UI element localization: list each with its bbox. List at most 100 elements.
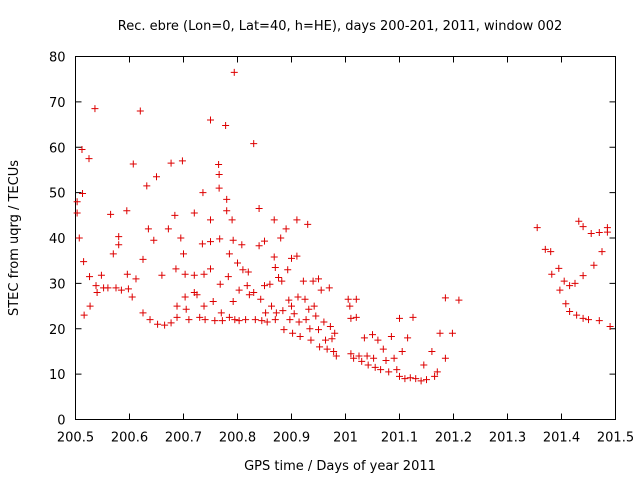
data-point [215, 184, 223, 192]
data-point [251, 316, 259, 324]
data-point [585, 316, 592, 324]
x-tick-label: 201.4 [543, 431, 580, 446]
data-point [331, 329, 339, 337]
data-point [398, 347, 406, 355]
data-point [139, 255, 147, 263]
data-point [167, 159, 175, 167]
data-point [224, 273, 232, 281]
data-point [154, 320, 162, 328]
data-point [406, 374, 414, 382]
data-point [277, 234, 285, 242]
data-point [595, 317, 603, 325]
data-point [290, 310, 298, 318]
data-point [216, 235, 224, 243]
data-point [344, 295, 352, 303]
y-tick-label: 10 [49, 368, 66, 383]
data-point [409, 313, 417, 321]
data-point [417, 377, 425, 385]
data-point [385, 368, 393, 376]
data-point [360, 334, 368, 342]
data-point [441, 354, 449, 362]
data-point [370, 354, 378, 362]
data-point [448, 329, 456, 337]
y-axis: 0 10 20 30 40 50 60 70 80 [49, 51, 616, 429]
data-point [598, 248, 606, 256]
data-point [562, 300, 570, 308]
data-point [109, 250, 117, 258]
data-point [217, 309, 225, 317]
data-point [420, 361, 428, 369]
data-point [146, 316, 154, 324]
data-point [207, 216, 214, 224]
data-point [278, 277, 286, 285]
y-tick-label: 70 [49, 96, 66, 111]
data-point [270, 253, 278, 261]
x-tick-label: 201.3 [489, 431, 526, 446]
data-point [230, 68, 238, 76]
data-point [104, 284, 112, 292]
chart-title: Rec. ebre (Lon=0, Lat=40, h=HE), days 20… [118, 19, 562, 34]
data-point [222, 121, 230, 129]
data-point [369, 331, 376, 339]
data-point [436, 329, 444, 337]
data-point [285, 296, 293, 304]
data-point [293, 252, 301, 260]
y-tick-label: 50 [49, 187, 66, 202]
data-point [286, 316, 294, 324]
x-tick-label: 200.6 [111, 431, 148, 446]
data-point [299, 277, 307, 285]
data-point [225, 313, 233, 321]
data-point [258, 317, 266, 325]
data-point [182, 305, 190, 313]
data-point [371, 363, 379, 371]
data-point [171, 211, 179, 219]
data-point [328, 335, 336, 343]
data-point [272, 309, 280, 317]
data-point [377, 366, 385, 374]
data-point [307, 336, 315, 344]
data-point [346, 302, 354, 310]
x-tick-label: 200.9 [273, 431, 310, 446]
data-point [579, 272, 587, 280]
data-point [294, 293, 302, 301]
data-point [85, 155, 93, 163]
data-point [207, 116, 214, 124]
data-point [279, 307, 287, 315]
y-axis-title: STEC from uqrg / TECUs [7, 160, 22, 316]
x-tick-label: 201.2 [435, 431, 472, 446]
data-point [579, 223, 587, 231]
data-point [79, 190, 87, 198]
data-point [364, 361, 372, 369]
data-point [382, 357, 390, 365]
data-point [412, 375, 420, 383]
data-point [255, 242, 263, 250]
data-point [207, 265, 214, 273]
data-point [275, 273, 283, 281]
data-point [423, 376, 430, 384]
data-point [207, 238, 214, 246]
data-points [73, 68, 614, 385]
data-point [173, 302, 181, 310]
data-point [587, 229, 595, 237]
data-point [304, 220, 312, 228]
data-point [266, 280, 274, 288]
data-point [185, 316, 193, 324]
data-point [312, 312, 320, 320]
data-point [218, 317, 226, 325]
data-point [289, 329, 297, 337]
data-point [181, 270, 189, 278]
data-point [132, 275, 140, 283]
data-point [190, 209, 198, 217]
data-point [271, 316, 279, 324]
data-point [200, 270, 208, 278]
data-point [433, 368, 441, 376]
data-point [606, 322, 614, 330]
data-point [216, 280, 224, 288]
data-point [533, 224, 541, 232]
data-point [541, 245, 549, 253]
data-point [112, 284, 120, 292]
data-point [123, 207, 131, 215]
data-point [198, 240, 206, 248]
data-point [317, 286, 325, 294]
